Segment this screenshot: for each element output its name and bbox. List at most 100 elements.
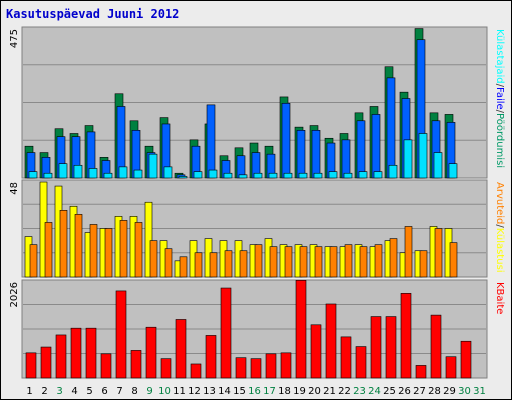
bar-sites <box>269 246 278 278</box>
bar-kbytes <box>325 303 337 379</box>
day-label: 2 <box>41 386 47 397</box>
bar-sites <box>44 222 53 278</box>
day-label: 14 <box>218 386 231 397</box>
day-label: 8 <box>131 386 137 397</box>
bar-sites <box>74 214 83 278</box>
bar-kbytes <box>370 316 382 379</box>
bar-sites <box>434 228 443 278</box>
bar-kbytes <box>415 365 427 379</box>
bar-visitors <box>253 172 263 179</box>
bar-sites <box>29 244 38 278</box>
bar-kbytes <box>445 356 457 379</box>
bar-kbytes <box>280 352 292 379</box>
legend-label-part: / <box>494 110 505 114</box>
bar-visitors <box>103 172 113 179</box>
day-label: 19 <box>293 386 306 397</box>
bar-visitors <box>388 164 398 179</box>
y-max-label: 48 <box>9 182 20 195</box>
bar-visitors <box>43 172 53 179</box>
bar-visitors <box>163 166 173 179</box>
bar-files <box>386 77 396 179</box>
bar-visitors <box>448 163 458 179</box>
bar-kbytes <box>340 336 352 379</box>
bar-visitors <box>208 169 218 179</box>
bar-kbytes <box>100 353 112 379</box>
bar-sites <box>179 256 188 278</box>
bar-files <box>356 120 366 179</box>
legend-label-part: Külastajaid <box>494 29 505 84</box>
bar-sites <box>359 246 368 278</box>
bar-kbytes <box>310 324 322 379</box>
bar-kbytes <box>460 340 472 379</box>
bar-visitors <box>313 172 323 179</box>
day-label: 28 <box>428 386 441 397</box>
bar-visitors <box>358 171 368 179</box>
bar-kbytes <box>25 352 37 379</box>
bar-visitors <box>268 172 278 179</box>
chart-title: Kasutuspäevad Juuni 2012 <box>6 7 180 21</box>
day-label: 23 <box>353 386 366 397</box>
day-label: 7 <box>116 386 122 397</box>
bar-visitors <box>88 168 98 179</box>
day-label: 6 <box>101 386 107 397</box>
bar-kbytes <box>220 287 232 379</box>
day-label: 9 <box>146 386 152 397</box>
bar-files <box>311 130 321 179</box>
bar-visitors <box>148 153 158 179</box>
legend-label-part: / <box>494 224 505 228</box>
bar-files <box>296 130 306 179</box>
bar-visitors <box>238 174 248 179</box>
bar-kbytes <box>130 350 142 379</box>
bar-visitors <box>298 172 308 179</box>
bar-kbytes <box>190 363 202 379</box>
bar-sites <box>449 242 458 278</box>
day-label: 31 <box>473 386 486 397</box>
bar-kbytes <box>250 358 262 379</box>
day-label: 3 <box>56 386 62 397</box>
bar-visitors <box>223 172 233 179</box>
bar-visitors <box>403 139 413 179</box>
legend-label-part: Külastusi <box>494 228 505 273</box>
bar-kbytes <box>265 353 277 379</box>
day-label: 24 <box>368 386 381 397</box>
day-label: 26 <box>398 386 411 397</box>
bar-visitors <box>118 166 128 179</box>
bar-sites <box>344 244 353 278</box>
bar-sites <box>194 252 203 278</box>
bar-kbytes <box>355 346 367 379</box>
day-label: 25 <box>383 386 396 397</box>
bar-kbytes <box>175 319 187 379</box>
bar-sites <box>224 250 233 278</box>
bar-sites <box>164 248 173 278</box>
legend-label: KBaite <box>494 282 505 314</box>
bar-sites <box>89 224 98 278</box>
bar-kbytes <box>55 334 67 379</box>
bar-sites <box>119 220 128 278</box>
bar-sites <box>134 222 143 278</box>
day-label: 13 <box>203 386 216 397</box>
bar-visitors <box>283 172 293 179</box>
bar-sites <box>299 246 308 278</box>
y-max-label: 475 <box>9 29 20 48</box>
bar-visitors <box>328 171 338 179</box>
bar-sites <box>104 228 113 278</box>
bar-visitors <box>193 171 203 179</box>
bar-visitors <box>178 176 188 179</box>
bar-sites <box>284 246 293 278</box>
bar-visitors <box>418 133 428 179</box>
day-label: 21 <box>323 386 336 397</box>
bar-kbytes <box>235 357 247 379</box>
legend-label-part: Arvuteid <box>494 182 505 224</box>
day-label: 17 <box>263 386 276 397</box>
legend-label-part: Pöördumisi <box>494 113 505 168</box>
day-label: 12 <box>188 386 201 397</box>
y-max-label: 2026 <box>9 282 20 307</box>
bar-files <box>206 104 216 179</box>
day-label: 11 <box>173 386 186 397</box>
bar-visitors <box>58 163 68 179</box>
legend-label-part: / <box>494 84 505 88</box>
bar-sites <box>59 210 68 278</box>
day-label: 5 <box>86 386 92 397</box>
bar-kbytes <box>145 326 157 379</box>
